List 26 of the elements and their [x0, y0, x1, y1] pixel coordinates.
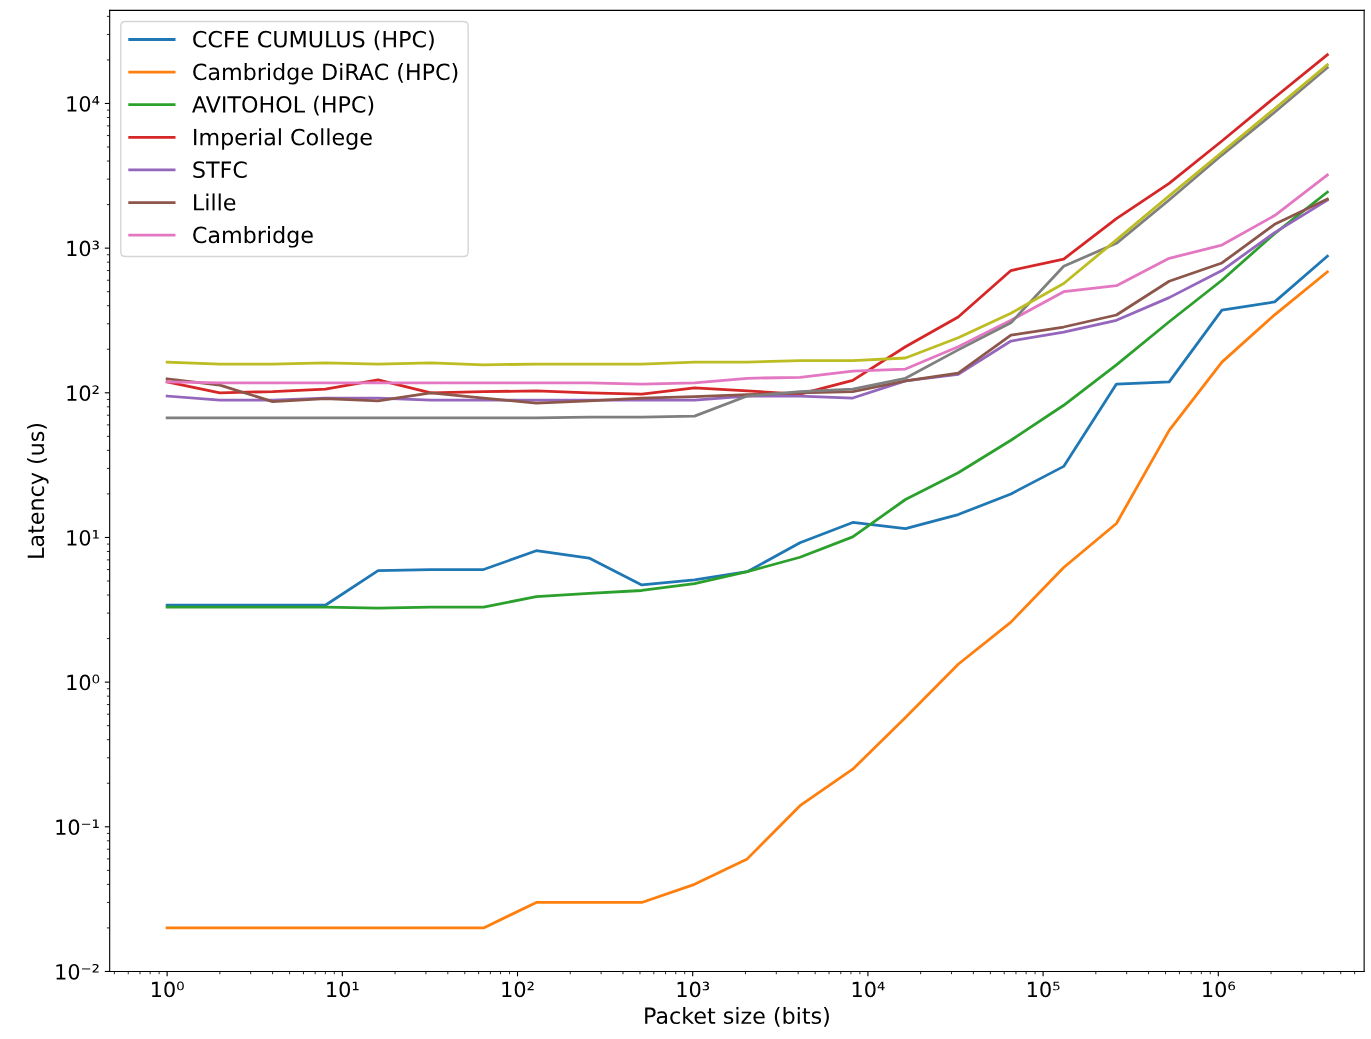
x-tick-label: 10³	[677, 981, 710, 998]
line-series	[165, 254, 1329, 607]
legend-label: Cambridge	[193, 226, 313, 248]
line-series	[165, 190, 1329, 610]
legend-label: Lille	[194, 193, 236, 211]
y-tick-label: 10⁻²	[56, 963, 99, 980]
x-tick-label: 10⁵	[1027, 981, 1060, 998]
x-tick-label: 10²	[502, 981, 534, 998]
legend-label: STFC	[193, 161, 247, 179]
y-tick-label: 10¹	[67, 529, 99, 546]
y-tick-label: 10⁴	[67, 95, 100, 112]
legend-label: Imperial College	[194, 128, 372, 150]
y-tick-label: 10²	[67, 385, 99, 402]
line-series	[165, 270, 1329, 930]
x-tick-label: 10⁰	[151, 981, 184, 998]
y-tick-label: 10³	[67, 240, 99, 257]
y-axis-title: Latency (us)	[27, 423, 49, 558]
x-tick-label: 10⁶	[1203, 981, 1236, 998]
legend-label: CCFE CUMULUS (HPC)	[193, 30, 434, 51]
legend-label: AVITOHOL (HPC)	[192, 95, 374, 116]
y-tick-label: 10⁻¹	[56, 819, 99, 836]
x-tick-label: 10¹	[327, 981, 359, 998]
x-axis-title: Packet size (bits)	[645, 1006, 829, 1027]
x-tick-label: 10⁴	[852, 981, 885, 998]
y-tick-label: 10⁰	[67, 674, 100, 691]
legend-label: Cambridge DiRAC (HPC)	[193, 63, 458, 85]
